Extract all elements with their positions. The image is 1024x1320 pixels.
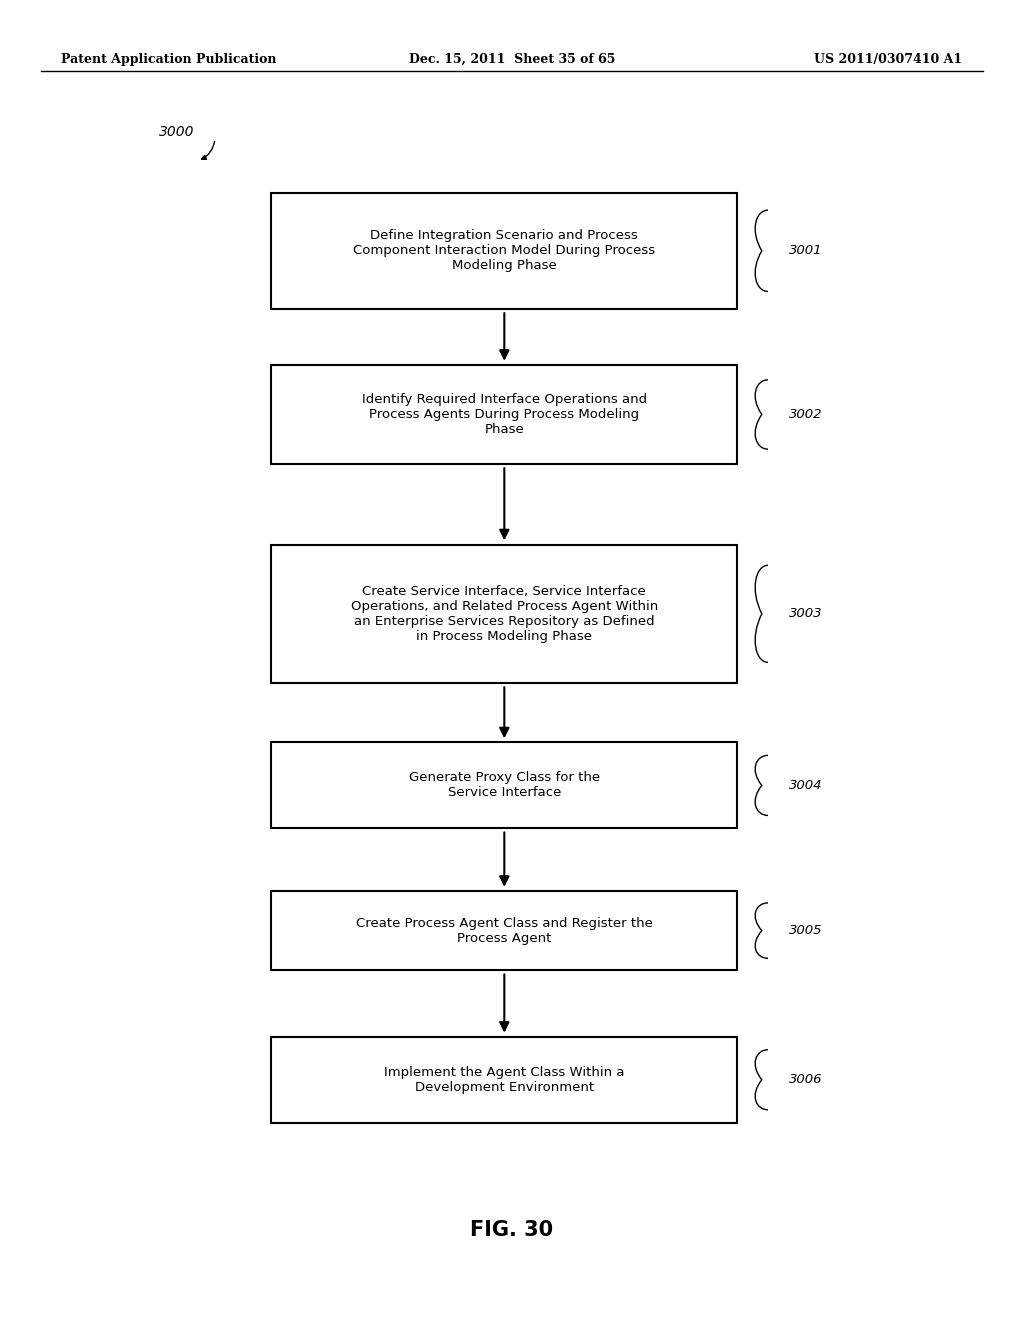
Text: 3005: 3005 — [788, 924, 822, 937]
Text: Dec. 15, 2011  Sheet 35 of 65: Dec. 15, 2011 Sheet 35 of 65 — [409, 53, 615, 66]
Text: Implement the Agent Class Within a
Development Environment: Implement the Agent Class Within a Devel… — [384, 1065, 625, 1094]
FancyBboxPatch shape — [271, 742, 737, 829]
Text: 3004: 3004 — [788, 779, 822, 792]
FancyBboxPatch shape — [271, 364, 737, 463]
Text: FIG. 30: FIG. 30 — [470, 1220, 554, 1241]
Text: Patent Application Publication: Patent Application Publication — [61, 53, 276, 66]
Text: US 2011/0307410 A1: US 2011/0307410 A1 — [814, 53, 963, 66]
FancyBboxPatch shape — [271, 1038, 737, 1122]
FancyBboxPatch shape — [271, 891, 737, 970]
Text: 3000: 3000 — [159, 125, 195, 139]
FancyBboxPatch shape — [271, 193, 737, 309]
Text: Define Integration Scenario and Process
Component Interaction Model During Proce: Define Integration Scenario and Process … — [353, 230, 655, 272]
Text: 3002: 3002 — [788, 408, 822, 421]
Text: Create Service Interface, Service Interface
Operations, and Related Process Agen: Create Service Interface, Service Interf… — [350, 585, 658, 643]
Text: Generate Proxy Class for the
Service Interface: Generate Proxy Class for the Service Int… — [409, 771, 600, 800]
Text: 3003: 3003 — [788, 607, 822, 620]
FancyBboxPatch shape — [271, 544, 737, 682]
Text: 3006: 3006 — [788, 1073, 822, 1086]
Text: Identify Required Interface Operations and
Process Agents During Process Modelin: Identify Required Interface Operations a… — [361, 393, 647, 436]
Text: Create Process Agent Class and Register the
Process Agent: Create Process Agent Class and Register … — [356, 916, 652, 945]
Text: 3001: 3001 — [788, 244, 822, 257]
